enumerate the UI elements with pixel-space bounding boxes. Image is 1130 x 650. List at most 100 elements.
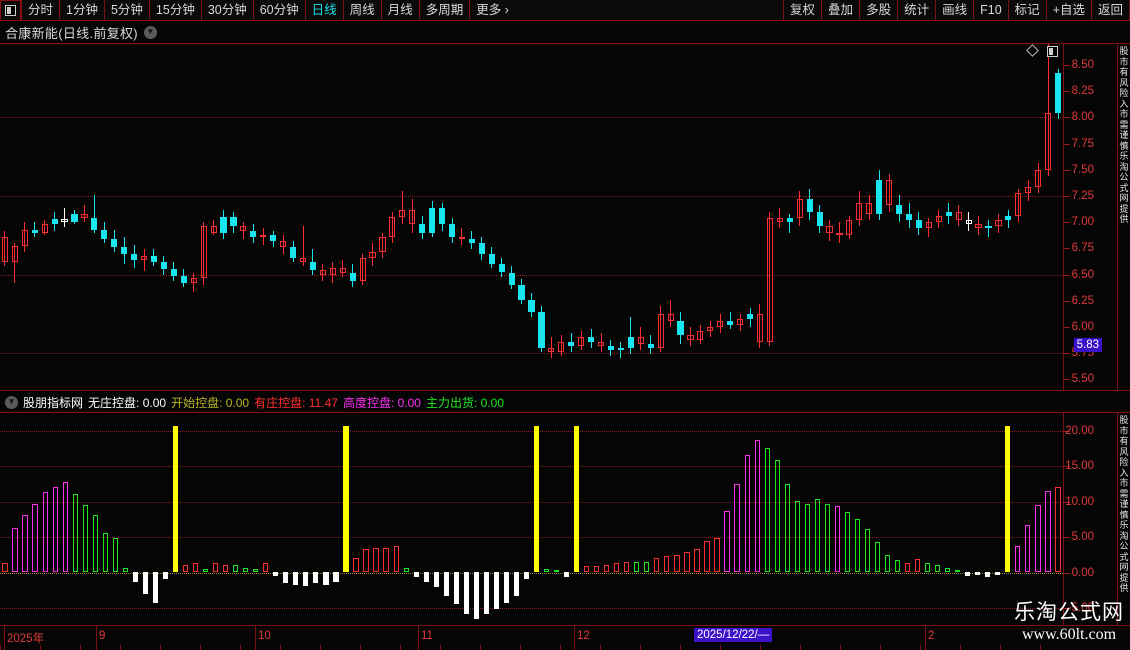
indicator-bar	[513, 571, 520, 596]
indicator-legend-row: ▼ 股朋指标网 无庄控盘: 0.00 开始控盘: 0.00 有庄控盘: 11.4…	[0, 392, 1130, 412]
candle-wick	[242, 222, 244, 239]
date-minor-tick	[160, 645, 161, 650]
button-f10[interactable]: F10	[973, 0, 1008, 20]
indicator-bar	[1045, 490, 1051, 572]
period-60min[interactable]: 60分钟	[252, 0, 305, 20]
indicator-axis-tick	[1064, 537, 1070, 539]
date-minor-tick	[80, 645, 81, 650]
candle-body	[190, 277, 197, 283]
indicator-item-3-label: 高度控盘	[342, 395, 391, 410]
indicator-bar	[874, 541, 881, 572]
indicator-bar	[694, 549, 700, 572]
indicator-bar	[834, 506, 840, 572]
candle-body	[746, 314, 754, 319]
candle-body	[935, 215, 942, 223]
indicator-bar	[333, 571, 339, 582]
candle-body	[448, 224, 456, 237]
candle-wick	[143, 249, 145, 272]
period-monthly[interactable]: 月线	[380, 0, 419, 20]
indicator-bar	[1055, 486, 1061, 572]
indicator-bar	[122, 567, 128, 572]
candle-body	[131, 253, 138, 260]
candle-body	[717, 320, 724, 327]
period-1min[interactable]: 1分钟	[59, 0, 104, 20]
candle-wick	[83, 205, 85, 223]
price-axis-label: 7.50	[1071, 163, 1094, 176]
side-text-char: 风	[1119, 446, 1129, 457]
indicator-bar	[594, 566, 600, 572]
period-daily[interactable]: 日线	[304, 0, 343, 20]
price-axis-label: 7.25	[1071, 189, 1094, 202]
indicator-bar	[975, 571, 981, 576]
indicator-bar	[804, 503, 810, 572]
candle-body	[796, 199, 803, 218]
indicator-gridline	[0, 430, 1063, 432]
period-30min[interactable]: 30分钟	[200, 0, 253, 20]
button-return[interactable]: 返回	[1090, 0, 1130, 20]
indicator-bar	[884, 554, 891, 572]
indicator-axis-tick	[1064, 572, 1070, 574]
indicator-item-1: 开始控盘: 0.00	[171, 395, 250, 410]
indicator-bar	[894, 560, 901, 572]
period-multi[interactable]: 多周期	[418, 0, 470, 20]
candle-wick	[848, 215, 850, 239]
side-text-char: 提	[1119, 203, 1129, 214]
price-axis-label: 8.25	[1071, 85, 1094, 98]
indicator-bar	[32, 503, 38, 572]
button-fuquan[interactable]: 复权	[783, 0, 821, 20]
date-minor-tick	[440, 645, 441, 650]
candle-wick	[789, 213, 791, 233]
indicator-bar	[764, 448, 770, 572]
indicator-plot-area[interactable]	[0, 413, 1063, 625]
side-text-char: 市	[1119, 56, 1129, 67]
candle-wick	[670, 299, 672, 327]
indicator-bar	[985, 571, 991, 578]
side-text-char: 式	[1119, 551, 1129, 562]
date-axis-label: 2025年	[7, 633, 45, 645]
indicator-bar	[493, 571, 499, 609]
side-text-char: 谨	[1119, 130, 1129, 140]
candle-wick	[64, 207, 66, 228]
indicator-bar	[202, 568, 209, 572]
indicator-axis-label: 5.00	[1071, 531, 1094, 544]
button-huaxian[interactable]: 画线	[935, 0, 973, 20]
period-weekly[interactable]: 周线	[342, 0, 381, 20]
price-axis-tick	[1064, 379, 1070, 381]
price-plot-area[interactable]	[0, 44, 1063, 390]
candle-body	[468, 238, 475, 244]
button-biaoji[interactable]: 标记	[1007, 0, 1046, 20]
indicator-bar	[132, 571, 138, 582]
candle-wick	[560, 335, 562, 357]
side-text-char: 公	[1119, 172, 1129, 182]
side-text-char: 入	[1119, 98, 1129, 109]
chevron-down-circle-icon[interactable]: ▼	[143, 25, 157, 39]
candle-wick	[44, 220, 46, 235]
indicator-bar	[283, 571, 289, 584]
period-5min[interactable]: 5分钟	[103, 0, 149, 20]
period-fenshi[interactable]: 分时	[21, 0, 59, 20]
price-axis-tick	[1064, 91, 1070, 93]
indicator-bar	[553, 569, 560, 572]
price-axis: 8.50 8.25 8.00 7.75 7.50 7.25 7.00 6.75 6.50 6.25…	[1063, 44, 1130, 390]
button-tongji[interactable]: 统计	[897, 0, 935, 20]
period-more[interactable]: 更多 ›	[469, 0, 515, 20]
candle-wick	[739, 314, 741, 332]
panel-icon[interactable]	[1047, 46, 1058, 57]
date-axis-label: 12	[577, 630, 590, 642]
diamond-icon[interactable]	[1026, 44, 1039, 57]
chevron-down-circle-icon[interactable]: ▼	[5, 395, 18, 409]
panel-icon[interactable]	[0, 0, 21, 21]
candle-body	[647, 343, 654, 348]
indicator-bar	[784, 483, 790, 572]
price-axis-tick	[1064, 353, 1070, 355]
indicator-item-4-label: 主力出货	[425, 395, 474, 410]
button-add-watchlist[interactable]: +自选	[1045, 0, 1091, 20]
button-duogu[interactable]: 多股	[859, 0, 897, 20]
candle-body	[1035, 169, 1042, 187]
period-15min[interactable]: 15分钟	[148, 0, 201, 20]
date-minor-tick	[560, 645, 561, 650]
candle-body	[607, 345, 615, 351]
button-diejia[interactable]: 叠加	[821, 0, 859, 20]
candle-body	[71, 213, 78, 223]
date-minor-tick	[480, 645, 481, 650]
